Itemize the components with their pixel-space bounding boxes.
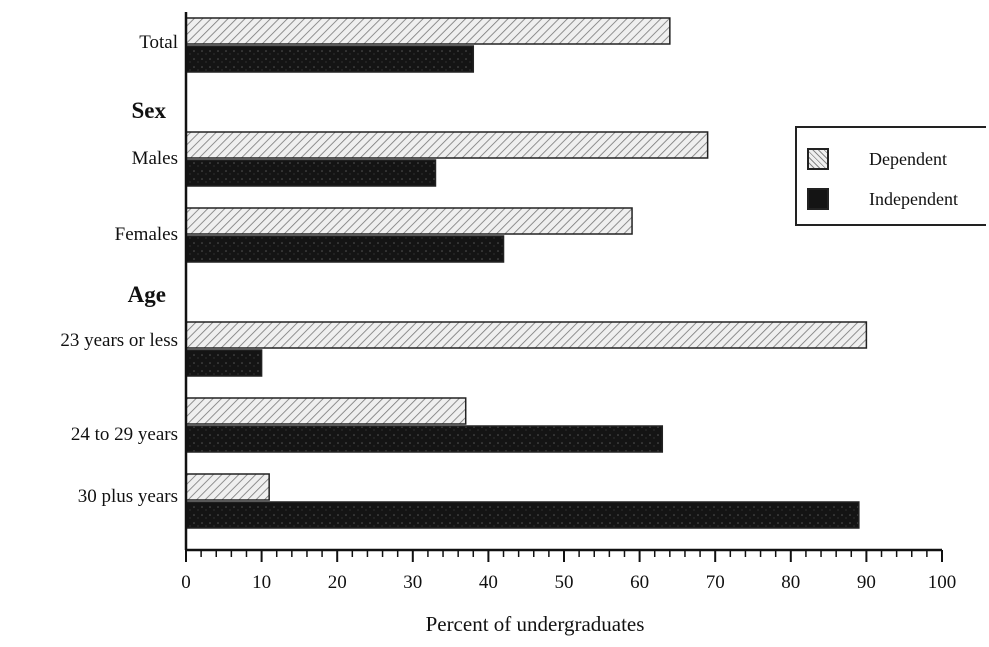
x-tick-label: 50 [555, 572, 574, 593]
x-ticks-group: 0 10 20 30 40 50 60 70 80 90 100 [181, 550, 956, 593]
category-label: 23 years or less [60, 330, 178, 351]
category-label: Males [131, 148, 178, 169]
x-axis-label: Percent of undergraduates [425, 612, 645, 636]
category-label: Females [114, 224, 178, 245]
x-tick-label: 100 [928, 572, 957, 593]
bar-dependent-2 [185, 207, 633, 235]
category-label: Total [139, 32, 178, 53]
x-tick-label: 40 [479, 572, 498, 593]
axes-group [184, 12, 942, 552]
legend-label-independent: Independent [869, 188, 958, 209]
x-tick-label: 60 [630, 572, 649, 593]
legend-label-dependent: Dependent [869, 148, 947, 169]
bar-dependent-0 [185, 17, 671, 45]
x-tick-label: 90 [857, 572, 876, 593]
bar-independent-5 [185, 501, 860, 529]
bars-group [185, 17, 868, 529]
category-label: 24 to 29 years [70, 424, 178, 445]
category-label: 30 plus years [77, 486, 178, 507]
legend: Dependent Independent [795, 126, 986, 226]
legend-item-independent: Independent [807, 186, 958, 212]
x-tick-label: 20 [328, 572, 347, 593]
bar-dependent-4 [185, 397, 467, 425]
legend-swatch-dependent [807, 148, 829, 170]
x-tick-label: 30 [403, 572, 422, 593]
x-tick-label: 80 [781, 572, 800, 593]
x-tick-label: 0 [181, 572, 191, 593]
bar-independent-3 [185, 349, 263, 377]
bar-independent-4 [185, 425, 664, 453]
bar-independent-2 [185, 235, 505, 263]
legend-swatch-independent [807, 188, 829, 210]
bar-independent-1 [185, 159, 437, 187]
bar-independent-0 [185, 45, 475, 73]
x-tick-label: 10 [252, 572, 271, 593]
group-heading: Age [127, 282, 166, 307]
x-tick-label: 70 [706, 572, 725, 593]
legend-item-dependent: Dependent [807, 146, 947, 172]
group-heading: Sex [131, 98, 167, 123]
bar-dependent-1 [185, 131, 709, 159]
bar-dependent-5 [185, 473, 270, 501]
bar-dependent-3 [185, 321, 868, 349]
